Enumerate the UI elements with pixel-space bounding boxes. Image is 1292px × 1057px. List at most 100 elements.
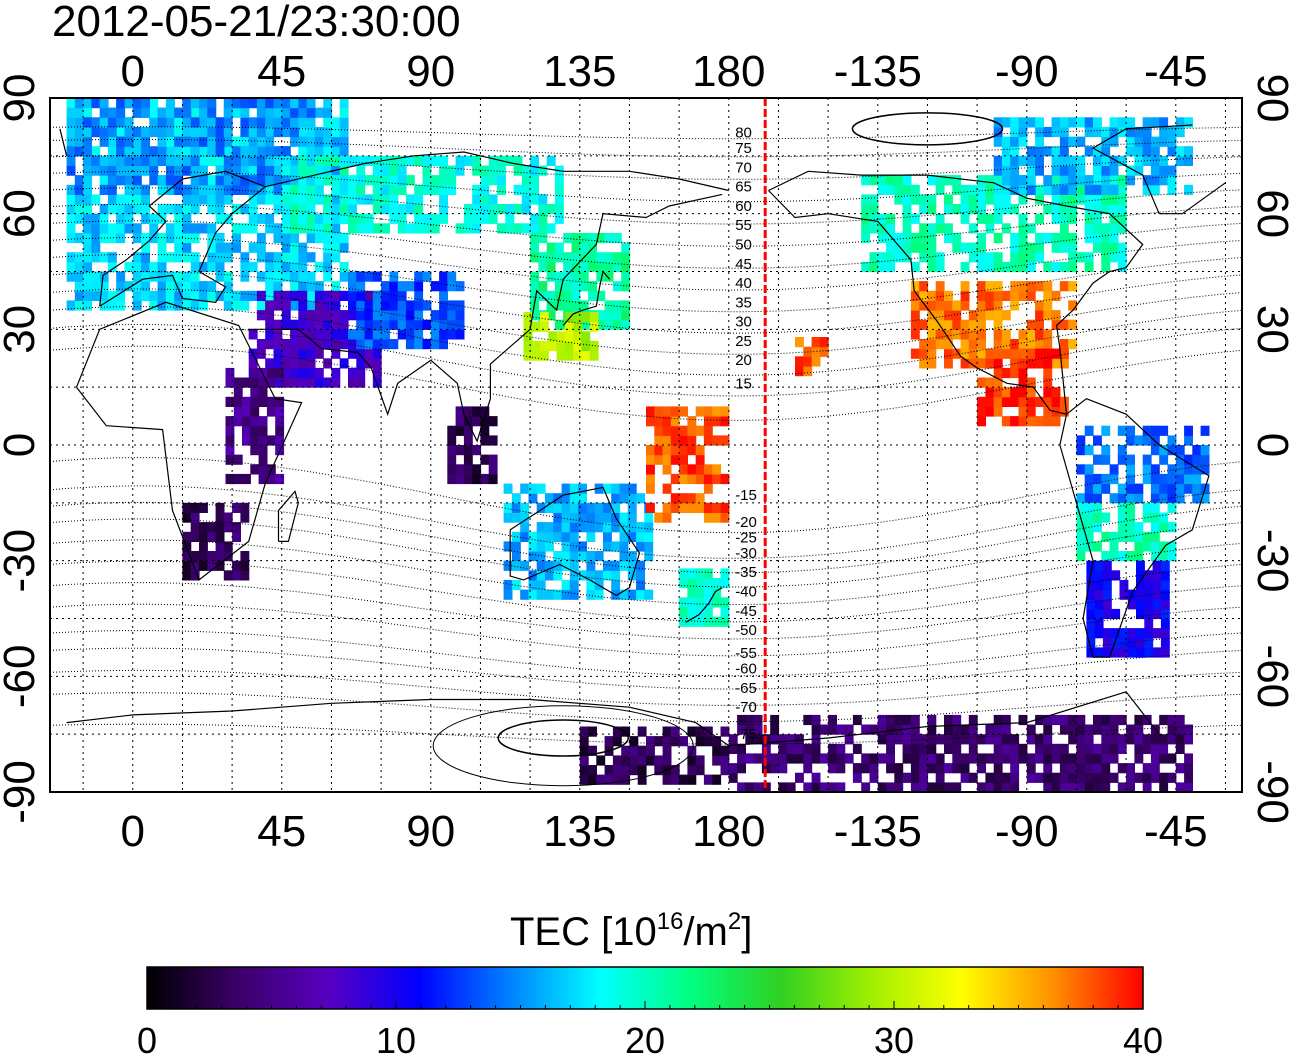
tec-cell [670, 765, 680, 776]
tec-cell [1051, 194, 1061, 205]
tec-cell [1150, 146, 1160, 157]
tec-cell [1059, 146, 1069, 157]
tec-cell [1101, 772, 1111, 783]
tec-cell [556, 331, 566, 342]
tec-cell [927, 232, 937, 244]
tec-cell [107, 126, 117, 138]
tec-cell [944, 223, 953, 234]
tec-cell [331, 223, 341, 234]
tec-cell [1094, 628, 1104, 639]
tec-cell [207, 290, 217, 301]
tec-cell [520, 502, 530, 513]
tec-cell [902, 714, 912, 726]
tec-cell [298, 367, 308, 379]
tec-cell [1001, 782, 1011, 793]
tec-cell [258, 464, 268, 475]
tec-cell [556, 350, 566, 361]
tec-cell [910, 782, 920, 793]
tec-cell [1192, 493, 1202, 504]
tec-cell [1117, 242, 1127, 253]
tec-cell [952, 300, 962, 311]
tec-cell [190, 155, 200, 166]
tec-cell [636, 522, 645, 533]
tec-cell [670, 736, 680, 747]
tec-cell [182, 232, 192, 244]
tec-cell [306, 348, 316, 359]
tec-cell [372, 358, 382, 369]
tec-cell [811, 753, 821, 764]
tec-cell [1026, 184, 1036, 195]
tec-cell [256, 117, 266, 128]
tec-cell [571, 300, 581, 311]
tec-cell [629, 755, 639, 766]
tec-cell [1043, 416, 1053, 427]
tec-cell [281, 339, 291, 350]
tec-cell [594, 551, 604, 562]
tec-cell [250, 464, 260, 475]
south-pole-contour-outer [432, 705, 694, 787]
tec-cell [414, 213, 424, 224]
tec-cell [240, 261, 250, 273]
top-lon-label: 90 [406, 47, 455, 96]
tec-cell [836, 753, 846, 764]
tec-cell [99, 126, 109, 138]
tec-cell [232, 204, 241, 215]
tec-cell [1018, 358, 1028, 369]
tec-cell [1051, 310, 1061, 321]
tec-cell [703, 578, 713, 589]
tec-cell [637, 755, 647, 766]
tec-cell [275, 406, 285, 417]
tec-cell [116, 271, 126, 282]
right-lat-label: -30 [1248, 529, 1292, 593]
tec-cell [199, 281, 208, 292]
tec-cell [174, 213, 184, 224]
tec-cell [1101, 165, 1111, 176]
tec-cell [819, 724, 829, 735]
tec-cell [944, 743, 953, 754]
tec-cell [571, 252, 581, 263]
tec-cell [314, 146, 324, 157]
tec-cell [1127, 599, 1137, 610]
tec-cell [1084, 743, 1094, 754]
tec-cell [1117, 522, 1127, 533]
tec-cell [571, 271, 581, 282]
tec-cell [1059, 714, 1069, 726]
tec-cell [314, 175, 324, 186]
tec-cell [472, 473, 482, 485]
tec-cell [422, 300, 432, 311]
tec-cell [927, 753, 937, 764]
tec-cell [836, 763, 846, 774]
tec-cell [679, 493, 688, 504]
tec-cell [124, 204, 134, 215]
tec-cell [886, 743, 895, 754]
tec-cell [66, 232, 76, 244]
tec-cell [720, 416, 730, 427]
tec-cell [414, 339, 424, 350]
tec-cell [1150, 734, 1160, 745]
tec-cell [1117, 261, 1127, 273]
tec-cell [339, 146, 349, 157]
tec-cell [1010, 734, 1020, 745]
tec-cell [703, 425, 713, 436]
tec-cell [66, 107, 76, 118]
tec-cell [1102, 560, 1112, 571]
tec-cell [927, 743, 937, 754]
tec-cell [480, 194, 490, 205]
tec-cell [273, 175, 283, 186]
tec-cell [124, 155, 134, 166]
tec-cell [405, 175, 415, 186]
tec-cell [190, 551, 200, 562]
tec-cell [190, 570, 200, 581]
tec-cell [1084, 126, 1094, 138]
tec-cell [886, 763, 895, 774]
tec-cell [993, 329, 1003, 340]
tec-cell [248, 213, 258, 224]
tec-cell [1076, 753, 1086, 764]
tec-cell [225, 454, 235, 465]
tec-cell [553, 531, 563, 542]
tec-cell [165, 281, 175, 292]
tec-cell [1160, 599, 1170, 610]
colorbar-tick-label: 10 [376, 1020, 416, 1057]
tec-cell [919, 194, 929, 205]
tec-cell [869, 213, 879, 224]
